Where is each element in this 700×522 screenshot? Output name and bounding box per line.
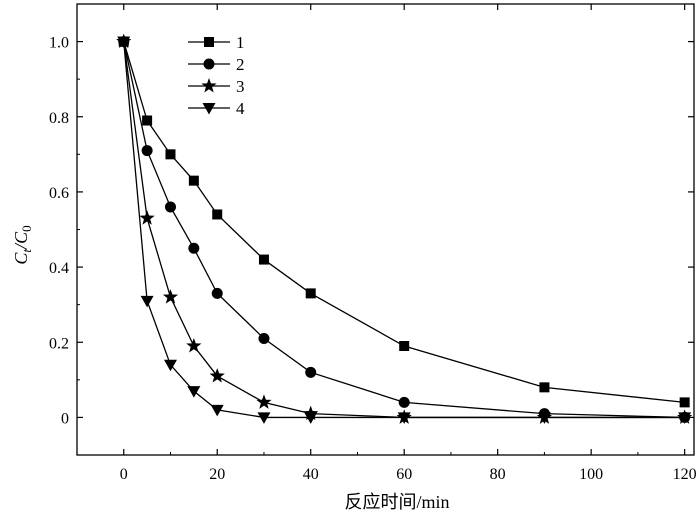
data-point-4 xyxy=(537,412,551,424)
data-point-2 xyxy=(258,332,270,344)
data-point-4 xyxy=(678,412,692,424)
data-point-2 xyxy=(188,242,200,254)
series-3 xyxy=(116,33,693,424)
x-axis-label: 反应时间/min xyxy=(344,492,449,512)
plot-frame xyxy=(76,3,695,456)
y-tick-label: 0.4 xyxy=(49,260,69,277)
y-label-slash: /C xyxy=(11,231,31,250)
legend-marker xyxy=(203,58,215,70)
y-axis: 0 0.2 0.4 0.6 0.8 1.0 xyxy=(49,35,694,427)
data-point-1 xyxy=(258,254,269,265)
legend-marker xyxy=(204,37,214,47)
series-line-3 xyxy=(123,41,685,419)
data-point-4 xyxy=(117,36,131,49)
data-point-2 xyxy=(164,201,176,213)
data-point-4 xyxy=(257,412,271,424)
data-point-4 xyxy=(140,295,154,308)
y-label-sub-t: t xyxy=(19,249,34,253)
y-tick-label: 0.8 xyxy=(49,110,69,127)
x-tick-label: 40 xyxy=(303,466,319,483)
legend-item-4: 4 xyxy=(188,99,245,118)
legend-label: 1 xyxy=(236,33,245,52)
y-label-c: C xyxy=(11,252,31,265)
series-line-4 xyxy=(123,41,685,419)
legend-item-2: 2 xyxy=(188,55,245,74)
series-line-1 xyxy=(123,41,685,404)
data-point-2 xyxy=(305,366,317,378)
y-tick-label: 0.6 xyxy=(49,185,69,202)
data-point-2 xyxy=(211,287,223,299)
data-point-1 xyxy=(142,115,153,126)
series-4 xyxy=(117,36,692,424)
data-point-3 xyxy=(209,368,225,383)
data-point-1 xyxy=(399,341,410,352)
x-tick-label: 20 xyxy=(209,466,225,483)
data-point-1 xyxy=(679,397,690,408)
x-axis: 0 20 40 60 80 100 120 xyxy=(120,4,697,483)
x-tick-label: 120 xyxy=(673,466,697,483)
series-line-2 xyxy=(123,41,685,419)
y-tick-label: 1.0 xyxy=(49,35,69,52)
series-1 xyxy=(118,36,690,408)
data-point-4 xyxy=(187,386,201,398)
legend-item-1: 1 xyxy=(188,33,245,52)
series-layer xyxy=(116,33,693,424)
y-label-sub-0: 0 xyxy=(19,225,34,232)
legend-label: 3 xyxy=(236,77,245,96)
data-point-4 xyxy=(397,412,411,424)
data-point-3 xyxy=(162,289,179,304)
legend-marker xyxy=(201,78,217,93)
data-point-3 xyxy=(139,210,155,225)
data-point-1 xyxy=(212,209,223,220)
legend-label: 2 xyxy=(236,55,245,74)
data-point-4 xyxy=(163,359,177,372)
data-point-1 xyxy=(165,149,176,160)
data-point-4 xyxy=(210,404,224,417)
x-tick-label: 60 xyxy=(396,466,412,483)
data-point-4 xyxy=(304,412,318,424)
y-axis-label: Ct/C0 xyxy=(11,225,34,264)
series-2 xyxy=(118,36,691,423)
data-point-1 xyxy=(188,175,199,186)
legend-label: 4 xyxy=(236,99,245,118)
x-tick-label: 80 xyxy=(490,466,506,483)
legend-marker xyxy=(202,103,216,115)
y-tick-label: 0.2 xyxy=(49,335,69,352)
data-point-3 xyxy=(256,394,272,409)
x-tick-label: 0 xyxy=(120,466,128,483)
x-tick-label: 100 xyxy=(579,466,603,483)
data-point-3 xyxy=(186,338,202,353)
legend-item-3: 3 xyxy=(188,77,245,96)
y-tick-label: 0 xyxy=(61,410,69,427)
data-point-1 xyxy=(539,382,550,393)
data-point-2 xyxy=(398,396,410,408)
data-point-2 xyxy=(141,145,153,157)
legend: 1 2 3 4 xyxy=(188,33,245,118)
plot-border xyxy=(76,3,695,456)
data-point-1 xyxy=(305,288,316,299)
